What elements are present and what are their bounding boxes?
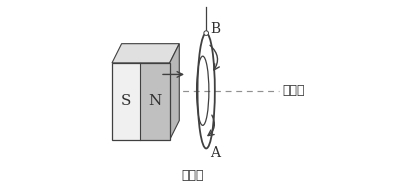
Text: N: N [148,94,161,108]
Polygon shape [112,44,179,63]
Text: 図　４: 図 ４ [181,169,204,182]
Polygon shape [170,44,179,140]
Circle shape [204,31,208,35]
Text: 中心軸: 中心軸 [282,84,304,97]
Text: B: B [210,22,220,36]
Text: S: S [121,94,131,108]
Polygon shape [112,63,140,140]
Text: A: A [210,145,220,160]
Polygon shape [140,63,170,140]
